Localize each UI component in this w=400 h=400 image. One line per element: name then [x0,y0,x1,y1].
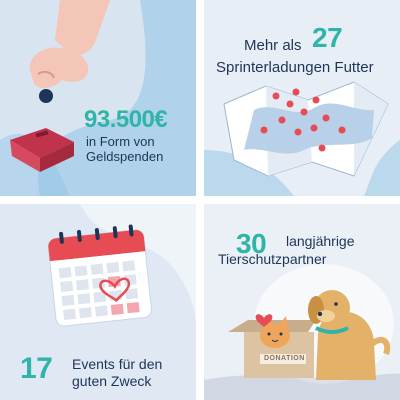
events-label-line2: guten Zweck [72,373,152,389]
events-background-blob [80,204,196,324]
donations-label-line1: in Form von [86,134,155,149]
tile-food-deliveries: Mehr als 27 Sprinterladungen Futter [204,0,400,196]
partners-label-line1: langjährige [286,233,355,249]
calendar-heart-icon [47,224,152,327]
tile-donations: 93.500€ in Form von Geldspenden [0,0,196,196]
partners-count: 30 [236,228,267,259]
tile-partners: 30 langjährige Tierschutzpartner DONATIO… [204,204,400,400]
food-prefix: Mehr als [244,37,302,54]
food-background-blob [204,140,400,196]
map-pins-icon [223,81,389,177]
events-count: 17 [20,352,53,385]
donation-box-label: DONATION [264,355,305,362]
food-count: 27 [312,22,343,53]
partners-label-line2: Tierschutzpartner [218,251,327,267]
dog-icon [308,290,391,380]
donations-amount: 93.500€ [84,106,168,133]
hand-coin-icon [29,0,110,103]
donations-label-line2: Geldspenden [86,149,164,164]
tile-events: 17 Events für den guten Zweck [0,204,196,400]
events-label-line1: Events für den [72,356,163,372]
donation-box-icon [10,128,74,172]
heart-icon [255,314,273,327]
food-label: Sprinterladungen Futter [216,59,374,76]
